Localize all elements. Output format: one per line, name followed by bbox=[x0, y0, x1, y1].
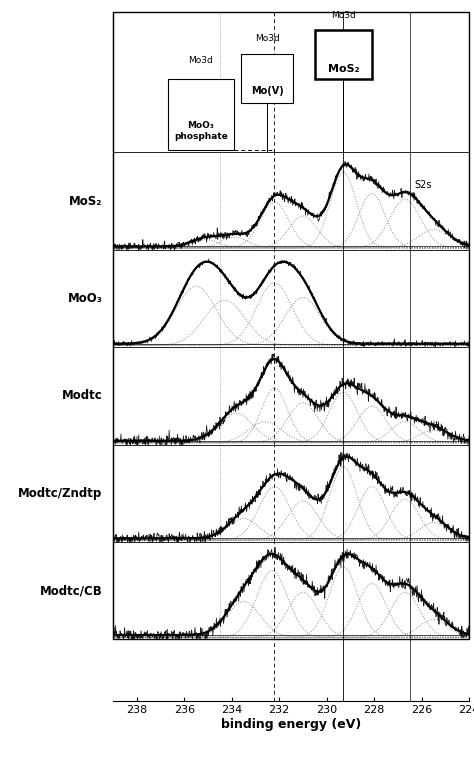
Text: MoS₂: MoS₂ bbox=[328, 64, 359, 74]
Text: MoS₂: MoS₂ bbox=[69, 194, 102, 208]
Text: Mo(V): Mo(V) bbox=[251, 86, 284, 96]
Bar bbox=[315, 30, 372, 79]
Bar bbox=[168, 79, 234, 150]
Text: MoO₃: MoO₃ bbox=[68, 292, 102, 305]
Text: Modtc/Zndtp: Modtc/Zndtp bbox=[18, 487, 102, 499]
Text: Modtc: Modtc bbox=[62, 390, 102, 402]
Text: MoO₃
phosphate: MoO₃ phosphate bbox=[174, 121, 228, 141]
Text: S2s: S2s bbox=[415, 180, 432, 190]
Text: Mo3d: Mo3d bbox=[331, 11, 356, 20]
Text: Mo3d: Mo3d bbox=[255, 34, 280, 42]
Bar bbox=[241, 54, 293, 103]
X-axis label: binding energy (eV): binding energy (eV) bbox=[221, 718, 361, 731]
Text: Mo3d: Mo3d bbox=[189, 56, 213, 65]
Text: Modtc/CB: Modtc/CB bbox=[40, 584, 102, 597]
